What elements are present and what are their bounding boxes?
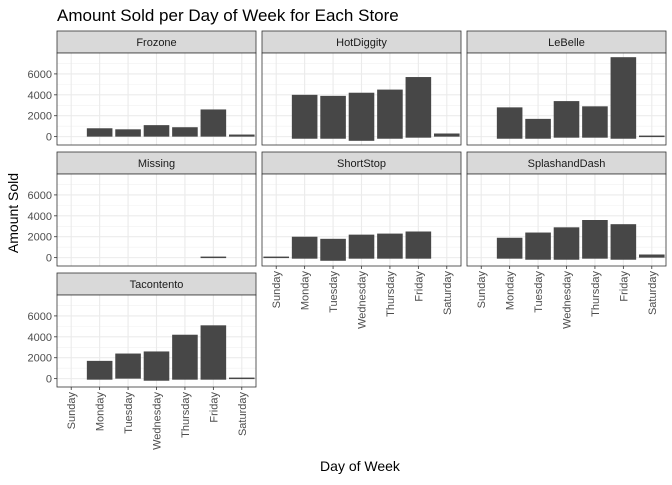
bar-lebelle-monday [496, 107, 523, 139]
panel-border [56, 52, 257, 146]
bar-frozone-wednesday [143, 125, 170, 137]
bar-shortstop-thursday [377, 233, 403, 259]
x-tick-label: Friday [413, 271, 425, 302]
panel-border [261, 52, 462, 146]
bar-tacontento-thursday [172, 334, 198, 380]
x-tick-label: Tuesday [123, 392, 135, 434]
bar-frozone-monday [86, 128, 113, 137]
bar-splashanddash-wednesday [553, 227, 580, 260]
bar-hotdiggity-tuesday [320, 95, 346, 139]
bar-frozone-saturday [228, 134, 255, 137]
x-tick-label: Monday [95, 392, 107, 432]
bar-splashanddash-saturday [638, 254, 665, 258]
y-tick-label: 0 [46, 253, 52, 265]
x-tick-label: Thursday [590, 271, 602, 317]
bar-shortstop-tuesday [320, 238, 346, 261]
chart-title: Amount Sold per Day of Week for Each Sto… [57, 6, 399, 25]
panel-border [466, 52, 667, 146]
y-tick-label: 4000 [28, 332, 52, 344]
bar-hotdiggity-saturday [433, 133, 460, 137]
bar-splashanddash-friday [610, 224, 637, 260]
bar-shortstop-monday [291, 236, 318, 259]
x-tick-label: Tuesday [533, 271, 545, 313]
bar-tacontento-tuesday [115, 353, 141, 379]
facet-panels: Frozone 0 2000 4000 6000 HotDiggity LeBelle Mis… [28, 30, 667, 450]
bar-hotdiggity-monday [291, 94, 318, 139]
x-tick-label: Saturday [647, 271, 659, 316]
bar-frozone-friday [200, 109, 227, 137]
x-tick-label: Wednesday [562, 271, 574, 329]
facet-strip-label: Tacontento [130, 279, 184, 291]
x-tick-label: Saturday [237, 392, 249, 437]
facet-strip-label: HotDiggity [336, 37, 387, 49]
y-tick-label: 6000 [28, 190, 52, 202]
bar-hotdiggity-thursday [377, 89, 403, 139]
bar-lebelle-wednesday [553, 101, 580, 138]
facet-strip-label: ShortStop [337, 158, 386, 170]
bar-lebelle-tuesday [525, 118, 551, 139]
x-tick-label: Monday [300, 271, 312, 311]
panel-frozone: Frozone 0 2000 4000 6000 [28, 30, 257, 146]
x-tick-label: Monday [505, 271, 517, 311]
bar-splashanddash-monday [496, 237, 523, 259]
x-tick-label: Sunday [476, 271, 488, 309]
bar-tacontento-wednesday [143, 351, 170, 381]
y-tick-label: 6000 [28, 69, 52, 81]
bar-splashanddash-tuesday [525, 232, 551, 260]
x-tick-label: Wednesday [357, 271, 369, 329]
y-tick-label: 2000 [28, 353, 52, 365]
bar-shortstop-friday [405, 231, 432, 259]
bar-shortstop-wednesday [348, 234, 375, 259]
x-tick-label: Tuesday [328, 271, 340, 313]
panel-border [56, 173, 257, 267]
panel-splashanddash: SplashandDash Sunday Monday Tuesday Wednesda… [466, 151, 667, 329]
y-tick-label: 0 [46, 374, 52, 386]
panel-shortstop: ShortStop Sunday Monday Tuesday Wednesday Thu… [261, 151, 462, 329]
panel-tacontento: Tacontento 0 2000 4000 6000 Sunday Monday Tuesd… [28, 272, 257, 450]
bar-tacontento-monday [86, 360, 113, 380]
x-tick-label: Friday [208, 392, 220, 423]
y-tick-label: 6000 [28, 311, 52, 323]
bar-tacontento-saturday [228, 377, 255, 380]
facet-strip-label: SplashandDash [528, 158, 606, 170]
panel-lebelle: LeBelle [466, 30, 667, 146]
y-tick-label: 0 [46, 132, 52, 144]
bar-hotdiggity-friday [405, 77, 432, 138]
x-axis-title: Day of Week [320, 458, 401, 474]
bar-frozone-thursday [172, 127, 198, 137]
y-tick-label: 4000 [28, 90, 52, 102]
bar-tacontento-friday [200, 325, 227, 380]
bar-missing-friday [200, 256, 227, 259]
x-tick-label: Saturday [442, 271, 454, 316]
panel-missing: Missing 0 2000 4000 6000 [28, 151, 257, 267]
panel-hotdiggity: HotDiggity [261, 30, 462, 146]
y-tick-label: 2000 [28, 232, 52, 244]
bar-frozone-tuesday [115, 129, 141, 137]
y-tick-label: 2000 [28, 111, 52, 123]
y-axis-title: Amount Sold [5, 173, 21, 253]
bar-hotdiggity-wednesday [348, 92, 375, 141]
facet-strip-label: Missing [138, 158, 175, 170]
x-tick-label: Sunday [271, 271, 283, 309]
bar-lebelle-saturday [638, 135, 665, 138]
bar-lebelle-friday [610, 57, 637, 139]
x-tick-label: Friday [618, 271, 630, 302]
y-tick-label: 4000 [28, 211, 52, 223]
facet-strip-label: Frozone [136, 37, 176, 49]
bar-shortstop-sunday [263, 256, 290, 259]
bar-lebelle-thursday [582, 106, 608, 138]
x-tick-label: Wednesday [152, 392, 164, 450]
facet-strip-label: LeBelle [548, 37, 585, 49]
x-tick-label: Sunday [66, 392, 78, 430]
x-tick-label: Thursday [180, 392, 192, 438]
x-tick-label: Thursday [385, 271, 397, 317]
bar-splashanddash-thursday [582, 220, 608, 259]
